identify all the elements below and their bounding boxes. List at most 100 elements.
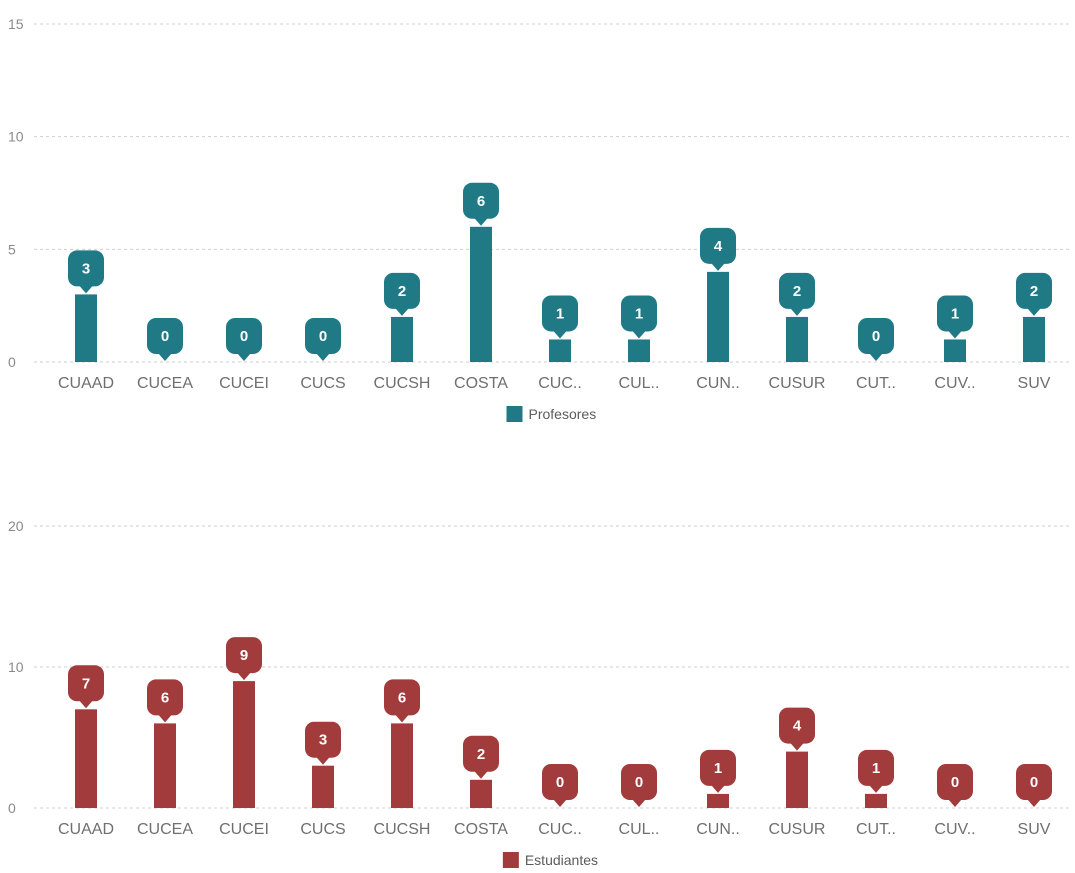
data-label: 1: [951, 305, 959, 322]
y-tick-label: 10: [8, 129, 24, 145]
x-tick-label: CUV..: [934, 375, 975, 392]
x-tick-label: CUSUR: [769, 375, 826, 392]
bar-cucei[interactable]: [233, 681, 255, 808]
data-label: 0: [161, 328, 169, 345]
data-label-pointer: [237, 353, 251, 361]
bar-cuaad[interactable]: [75, 294, 97, 362]
data-label: 0: [951, 774, 959, 791]
x-tick-label: CUAAD: [58, 821, 114, 838]
data-label-pointer: [158, 353, 172, 361]
data-label-pointer: [711, 785, 725, 793]
data-label-pointer: [158, 714, 172, 722]
bar-cuaad[interactable]: [75, 709, 97, 808]
legend-swatch: [503, 852, 519, 868]
x-tick-label: CUCSH: [374, 375, 431, 392]
data-label: 6: [477, 193, 485, 210]
data-label: 1: [872, 760, 880, 777]
y-tick-label: 10: [8, 659, 24, 675]
x-tick-label: COSTA: [454, 375, 508, 392]
data-label-pointer: [1027, 308, 1041, 316]
x-tick-label: CUCS: [300, 821, 345, 838]
data-label-pointer: [948, 330, 962, 338]
x-tick-label: CUCS: [300, 375, 345, 392]
data-label: 6: [161, 689, 169, 706]
legend-label: Estudiantes: [525, 852, 598, 868]
legend-label: Profesores: [529, 406, 597, 422]
bar-cut[interactable]: [865, 794, 887, 808]
bar-cuv[interactable]: [944, 339, 966, 362]
data-label: 0: [635, 774, 643, 791]
data-label-pointer: [711, 263, 725, 271]
x-tick-label: CUT..: [856, 375, 896, 392]
bar-cucs[interactable]: [312, 766, 334, 808]
x-tick-label: CUN..: [696, 375, 740, 392]
data-label-pointer: [395, 308, 409, 316]
y-tick-label: 5: [8, 241, 16, 257]
x-tick-label: CUCEI: [219, 375, 269, 392]
data-label: 9: [240, 647, 248, 664]
x-tick-label: COSTA: [454, 821, 508, 838]
x-tick-label: CUCEI: [219, 821, 269, 838]
bar-costa[interactable]: [470, 227, 492, 362]
x-tick-label: CUL..: [619, 821, 660, 838]
bar-cusur[interactable]: [786, 752, 808, 808]
data-label: 2: [398, 283, 406, 300]
data-label: 0: [319, 328, 327, 345]
bar-suv[interactable]: [1023, 317, 1045, 362]
data-label: 0: [1030, 774, 1038, 791]
y-tick-label: 0: [8, 800, 16, 816]
data-label: 1: [556, 305, 564, 322]
x-tick-label: CUCEA: [137, 821, 193, 838]
y-tick-label: 20: [8, 518, 24, 534]
data-label: 2: [477, 746, 485, 763]
x-tick-label: CUAAD: [58, 375, 114, 392]
data-label: 1: [635, 305, 643, 322]
data-label-pointer: [79, 285, 93, 293]
x-tick-label: CUCSH: [374, 821, 431, 838]
data-label: 0: [556, 774, 564, 791]
data-label: 1: [714, 760, 722, 777]
data-label-pointer: [790, 743, 804, 751]
data-label: 2: [1030, 283, 1038, 300]
data-label: 0: [240, 328, 248, 345]
data-label-pointer: [790, 308, 804, 316]
data-label-pointer: [237, 672, 251, 680]
bar-cusur[interactable]: [786, 317, 808, 362]
data-label-pointer: [869, 353, 883, 361]
data-label-pointer: [474, 218, 488, 226]
bar-cucsh[interactable]: [391, 317, 413, 362]
y-tick-label: 0: [8, 354, 16, 370]
x-tick-label: SUV: [1018, 375, 1051, 392]
data-label: 4: [714, 238, 723, 255]
bar-cul[interactable]: [628, 339, 650, 362]
data-label: 4: [793, 718, 802, 735]
data-label-pointer: [553, 330, 567, 338]
y-tick-label: 15: [8, 16, 24, 32]
data-label-pointer: [79, 700, 93, 708]
bar-cucsh[interactable]: [391, 723, 413, 808]
bar-cucea[interactable]: [154, 723, 176, 808]
data-label-pointer: [1027, 799, 1041, 807]
data-label-pointer: [316, 757, 330, 765]
data-label: 6: [398, 689, 406, 706]
data-label: 2: [793, 283, 801, 300]
data-label-pointer: [632, 799, 646, 807]
bar-cun[interactable]: [707, 272, 729, 362]
data-label-pointer: [474, 771, 488, 779]
bar-costa[interactable]: [470, 780, 492, 808]
data-label-pointer: [948, 799, 962, 807]
data-label-pointer: [316, 353, 330, 361]
data-label-pointer: [632, 330, 646, 338]
x-tick-label: CUC..: [538, 375, 582, 392]
bar-cuc[interactable]: [549, 339, 571, 362]
data-label-pointer: [869, 785, 883, 793]
data-label: 0: [872, 328, 880, 345]
chart-profesores: 0510153CUAAD0CUCEA0CUCEI0CUCS2CUCSH6COST…: [8, 16, 1072, 422]
x-tick-label: CUC..: [538, 821, 582, 838]
bar-cun[interactable]: [707, 794, 729, 808]
x-tick-label: CUSUR: [769, 821, 826, 838]
data-label-pointer: [395, 714, 409, 722]
data-label: 3: [82, 260, 90, 277]
data-label: 7: [82, 675, 90, 692]
